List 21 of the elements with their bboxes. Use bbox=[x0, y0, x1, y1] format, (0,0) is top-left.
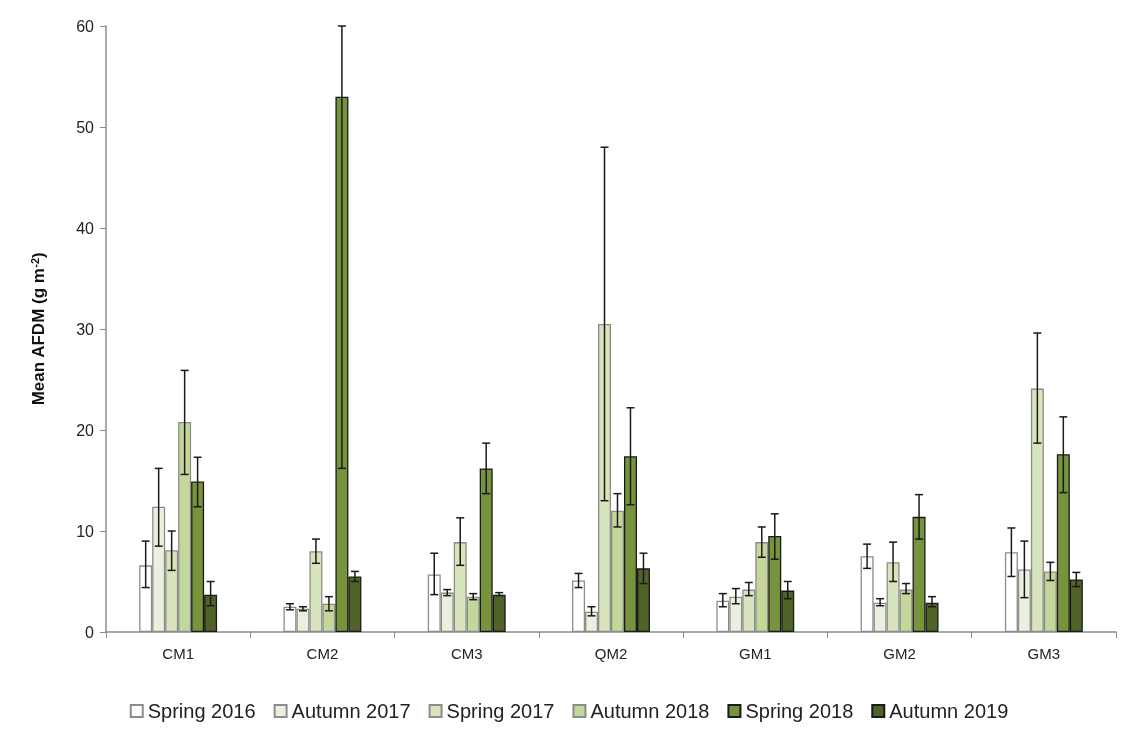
legend-label: Spring 2017 bbox=[446, 700, 555, 722]
legend-label: Spring 2018 bbox=[745, 700, 854, 722]
legend-label: Autumn 2017 bbox=[291, 700, 411, 722]
y-tick-label: 60 bbox=[76, 17, 95, 35]
x-tick-label: CM1 bbox=[162, 645, 194, 662]
x-tick-label: GM1 bbox=[739, 645, 772, 662]
legend-label: Autumn 2018 bbox=[590, 700, 710, 722]
x-tick-label: CM3 bbox=[450, 645, 483, 662]
y-tick-label: 30 bbox=[76, 320, 95, 338]
x-tick-label: GM3 bbox=[1027, 645, 1061, 662]
y-tick-label: 20 bbox=[76, 421, 95, 439]
x-tick-label: QM2 bbox=[594, 645, 628, 662]
y-tick-label: 40 bbox=[76, 219, 95, 237]
legend-label: Autumn 2019 bbox=[889, 700, 1009, 722]
legend-label: Spring 2016 bbox=[147, 700, 256, 722]
y-axis-title: Mean AFDM (g m-2) bbox=[28, 252, 48, 406]
y-tick-label: 10 bbox=[76, 522, 95, 540]
y-tick-label: 0 bbox=[85, 623, 95, 641]
y-tick-label: 50 bbox=[76, 118, 95, 136]
x-tick-label: GM2 bbox=[883, 645, 916, 662]
x-tick-label: CM2 bbox=[306, 645, 339, 662]
